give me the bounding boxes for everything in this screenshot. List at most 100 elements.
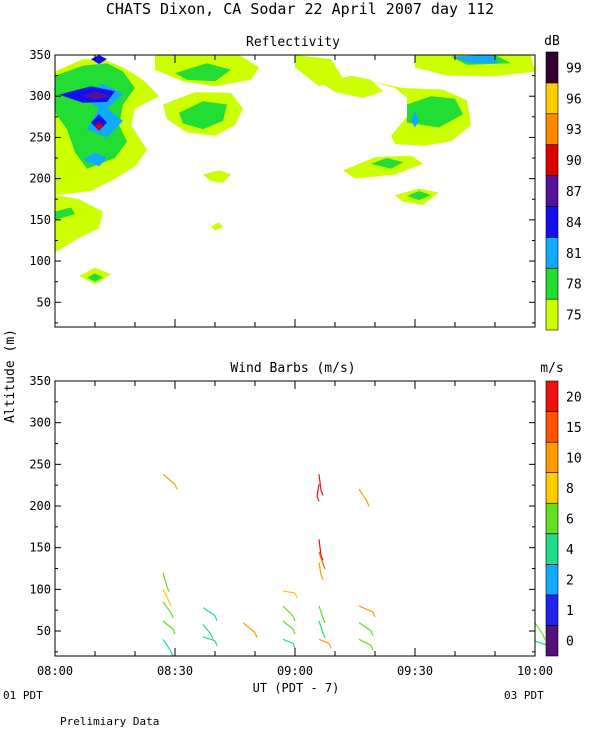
- y-tick-label: 200: [29, 172, 51, 186]
- wind-frame: [54, 380, 536, 657]
- x-axis-label: UT (PDT - 7): [253, 681, 340, 695]
- contour-81db: [411, 111, 419, 128]
- y-tick-label: 200: [29, 499, 51, 513]
- colorbar-swatch: [545, 206, 559, 238]
- x-start-label: 01 PDT: [3, 689, 43, 702]
- contour-84db: [59, 86, 115, 103]
- wind-barb-flag: [172, 628, 176, 635]
- y-tick-label: 250: [29, 130, 51, 144]
- colorbar-label: 0: [566, 635, 574, 650]
- colorbar-label: 1: [566, 604, 574, 619]
- contour-78db: [407, 191, 431, 201]
- reflectivity-x-ticks: [54, 55, 536, 327]
- colorbar-swatch: [545, 144, 559, 176]
- wind-y-axis: 50 100 150 200 250 300 350: [29, 374, 535, 653]
- wind-barb-flag: [370, 645, 374, 651]
- wind-barb-flag: [294, 592, 298, 599]
- contour-78db: [55, 207, 75, 220]
- wind-barb-shaft: [282, 620, 294, 630]
- colorbar-swatch: [545, 533, 559, 565]
- colorbar-swatch: [545, 625, 559, 657]
- colorbar-label: 20: [566, 390, 582, 405]
- contour-81db: [83, 152, 107, 167]
- colorbar-label: 75: [566, 309, 582, 324]
- contour-81db: [451, 55, 499, 64]
- contour-75db: [295, 55, 343, 87]
- y-tick-label: 50: [37, 624, 51, 638]
- colorbar-label: 96: [566, 92, 582, 107]
- x-tick-label: 08:00: [37, 664, 73, 678]
- wind-panel: Wind Barbs (m/s) 50 100 150 200 250 300 350 0 1…: [29, 361, 582, 657]
- colorbar-label: 81: [566, 247, 582, 262]
- wind-barb-flag: [322, 563, 326, 570]
- colorbar-label: 8: [566, 482, 574, 497]
- wind-barb-flag: [170, 612, 174, 619]
- wind-barb-flag: [320, 555, 324, 561]
- x-tick-labels: 08:00 08:30 09:00 09:30 10:00: [37, 664, 553, 678]
- y-axis-label: Altitude (m): [3, 329, 18, 423]
- colorbar-swatch: [545, 82, 559, 115]
- wind-barb-flag: [214, 615, 218, 621]
- wind-barb-flag: [166, 586, 170, 592]
- wind-barb-flag: [322, 632, 326, 639]
- colorbar-swatch: [545, 564, 559, 596]
- colorbar-label: 10: [566, 451, 582, 466]
- y-tick-label: 300: [29, 416, 51, 430]
- contour-78db: [175, 63, 231, 82]
- contour-90db: [95, 123, 103, 130]
- contour-87db: [83, 91, 111, 100]
- wind-barb-shaft: [162, 589, 170, 602]
- reflectivity-colorbar: 75 78 81 84 87 90 93 96 99: [545, 51, 582, 331]
- colorbar-swatch: [545, 380, 559, 412]
- y-tick-label: 300: [29, 89, 51, 103]
- reflectivity-title: Reflectivity: [246, 35, 340, 50]
- contour-75db: [343, 155, 423, 179]
- contour-75db: [211, 222, 223, 231]
- contour-78db: [407, 96, 463, 128]
- wind-barb-flag: [370, 630, 374, 636]
- wind-barb-shaft: [358, 489, 368, 502]
- wind-barb-shaft: [202, 636, 216, 642]
- wind-barb-shaft: [162, 601, 172, 614]
- y-tick-label: 100: [29, 254, 51, 268]
- wind-barb-flag: [316, 496, 320, 502]
- wind-x-ticks: [54, 381, 536, 656]
- x-tick-label: 10:00: [517, 664, 553, 678]
- contour-75db: [203, 170, 231, 183]
- colorbar-label: 87: [566, 185, 582, 200]
- wind-barb-shaft: [358, 622, 372, 632]
- wind-barb-shaft: [162, 639, 172, 652]
- y-tick-label: 100: [29, 582, 51, 596]
- colorbar-label: 78: [566, 278, 582, 293]
- wind-barb-shaft: [534, 640, 548, 646]
- wind-barb-flag: [320, 490, 324, 496]
- colorbar-swatch: [545, 237, 559, 269]
- wind-barb-shaft: [318, 562, 322, 575]
- x-tick-label: 09:30: [397, 664, 433, 678]
- y-tick-label: 50: [37, 295, 51, 309]
- contour-75db: [323, 75, 383, 98]
- wind-barb-shaft: [358, 605, 374, 613]
- colorbar-swatch: [545, 267, 559, 300]
- colorbar-swatch: [545, 51, 559, 84]
- wind-barbs: [162, 473, 550, 657]
- colorbar-swatch: [545, 594, 559, 626]
- reflectivity-y-axis: 50 100 150 200 250 300 350: [29, 48, 535, 324]
- wind-barb-shaft: [318, 620, 324, 634]
- wind-barb-shaft: [162, 620, 174, 630]
- wind-barb-flag: [174, 484, 178, 490]
- wind-barb-shaft: [162, 473, 176, 485]
- colorbar-label: 4: [566, 543, 574, 558]
- x-tick-label: 09:00: [277, 664, 313, 678]
- contour-78db: [179, 101, 227, 130]
- contour-75db: [55, 195, 103, 253]
- contour-78db: [371, 158, 403, 169]
- reflectivity-contours: [55, 55, 535, 285]
- wind-barb-shaft: [162, 572, 168, 587]
- wind-barb-flag: [366, 501, 370, 507]
- y-tick-label: 150: [29, 213, 51, 227]
- wind-barb-shaft: [318, 638, 330, 644]
- colorbar-label: 6: [566, 513, 574, 528]
- wind-barb-shaft: [316, 484, 320, 497]
- wind-barb-flag: [372, 611, 376, 618]
